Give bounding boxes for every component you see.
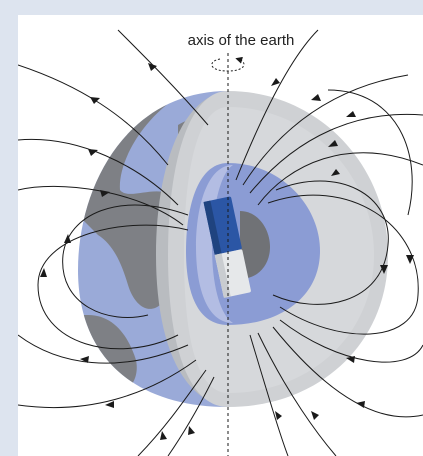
field-line (18, 334, 189, 364)
field-line (235, 29, 319, 181)
arrow-icon (88, 149, 98, 156)
arrow-icon (40, 268, 47, 277)
bar-magnet (203, 196, 251, 298)
field-line (242, 74, 409, 186)
field-line (272, 180, 389, 305)
field-line (117, 29, 209, 126)
arrow-icon (346, 111, 356, 117)
field-line (272, 326, 423, 418)
arrow-icon (148, 63, 157, 71)
arrow-icon (100, 190, 110, 197)
field-line (18, 359, 197, 408)
field-line (18, 64, 169, 166)
field-line (18, 185, 184, 226)
magnet-north-side (203, 200, 222, 255)
arrow-icon (356, 401, 365, 408)
arrow-icon (380, 265, 388, 274)
arrow-icon (80, 356, 89, 363)
magnet-south-side (214, 253, 231, 298)
arrow-icon (311, 411, 319, 420)
arrow-icon (331, 169, 340, 176)
field-line (257, 332, 337, 456)
field-direction-arrows (40, 63, 414, 440)
arrow-icon (311, 94, 321, 101)
arrow-icon (275, 411, 282, 420)
axis-label: axis of the earth (188, 32, 295, 49)
field-line (18, 138, 179, 206)
field-line (249, 113, 423, 194)
arrow-icon (105, 401, 114, 408)
rotation-arrow-icon (211, 56, 245, 72)
field-line (37, 224, 189, 350)
arrow-icon (271, 78, 280, 86)
earth-magnetic-field-diagram: axis of the earth (18, 29, 423, 456)
arrow-icon (188, 426, 195, 435)
field-line (279, 319, 423, 363)
field-line (257, 152, 423, 206)
diagram-panel: axis of the earth (18, 15, 423, 456)
field-line (62, 204, 189, 318)
field-line (327, 89, 413, 216)
arrow-icon (64, 234, 71, 243)
arrow-icon (160, 431, 167, 440)
arrow-icon (328, 140, 338, 147)
field-line (249, 334, 289, 456)
inner-core (240, 211, 270, 279)
magnetic-field-lines (18, 29, 423, 456)
arrow-icon (90, 97, 100, 104)
arrow-icon (346, 356, 355, 363)
field-line (267, 194, 419, 335)
field-line (167, 376, 215, 456)
field-line (137, 369, 207, 456)
arrow-icon (406, 255, 414, 264)
